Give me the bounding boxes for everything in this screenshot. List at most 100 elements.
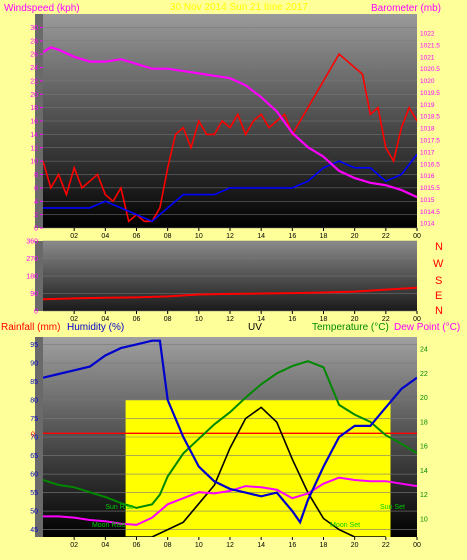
y-tick-label: 90: [30, 360, 38, 367]
x-tick-label: 22: [382, 542, 390, 549]
y-tick-label: 360: [26, 239, 38, 246]
wind-average-series-line: [43, 153, 417, 223]
y-tick-label: 28: [30, 38, 38, 45]
compass-labels: N W S E N: [433, 241, 444, 317]
y-tick-label: 30: [30, 25, 38, 32]
y-tick-label: 50: [30, 509, 38, 516]
uv-series-line: [120, 406, 386, 537]
x-tick-label: 12: [226, 233, 234, 240]
y-tick-label: 65: [30, 453, 38, 460]
y-tick-label: 2: [34, 212, 38, 219]
x-tick-label: 10: [195, 542, 203, 549]
climate-chart: 45 50 55 60 65 70 75 80 85 90 95 10 12 14 16 18 20 22 24 0 S…: [30, 339, 428, 549]
y2-tick-label: 1019: [420, 102, 435, 109]
x-tick-label: 10: [195, 316, 203, 323]
compass-label: S: [435, 275, 442, 287]
compass-label: W: [433, 258, 444, 270]
wind-barometer-chart: 02468101214161820222426283010141014.5101…: [30, 25, 440, 240]
rain-tick-label: 0: [31, 431, 35, 438]
x-tick-label: 08: [164, 233, 172, 240]
y-tick-label: 20: [30, 92, 38, 99]
y-tick-label: 26: [30, 52, 38, 59]
y2-tick-label: 16: [420, 444, 428, 451]
x-tick-label: 20: [351, 233, 359, 240]
y-tick-label: 6: [34, 185, 38, 192]
x-tick-label: 22: [382, 316, 390, 323]
y-tick-label: 18: [30, 105, 38, 112]
x-tick-label: 12: [226, 316, 234, 323]
x-tick-label: 18: [320, 542, 328, 549]
x-tick-label: 20: [351, 542, 359, 549]
x-tick-label: 02: [70, 542, 78, 549]
x-tick-label: 00: [413, 542, 421, 549]
y-tick-label: 10: [30, 159, 38, 166]
x-tick-label: 14: [257, 542, 265, 549]
dewpoint-series-line: [43, 476, 417, 526]
x-tick-label: 16: [288, 542, 296, 549]
y2-tick-label: 1016: [420, 173, 435, 180]
y2-tick-label: 1020: [420, 78, 435, 85]
y-tick-label: 55: [30, 490, 38, 497]
y-tick-label: 90: [30, 291, 38, 298]
y2-tick-label: 1021: [420, 54, 435, 61]
y2-tick-label: 22: [420, 371, 428, 378]
x-tick-label: 22: [382, 233, 390, 240]
y2-tick-label: 1015: [420, 197, 435, 204]
y-tick-label: 22: [30, 78, 38, 85]
y2-tick-label: 1014: [420, 221, 435, 228]
y2-tick-label: 14: [420, 468, 428, 475]
dewpoint-axis-title: Dew Point (°C): [394, 322, 460, 333]
x-tick-label: 04: [101, 233, 109, 240]
y-tick-label: 270: [26, 256, 38, 263]
y-tick-label: 0: [34, 226, 38, 233]
y2-tick-label: 1020.5: [420, 66, 440, 73]
y-tick-label: 4: [34, 199, 38, 206]
x-tick-label: 18: [320, 316, 328, 323]
x-tick-label: 14: [257, 316, 265, 323]
barometer-series-line: [43, 46, 417, 199]
y2-tick-label: 1017.5: [420, 138, 440, 145]
y2-tick-label: 18: [420, 419, 428, 426]
y-tick-label: 180: [26, 274, 38, 281]
x-tick-label: 06: [133, 233, 141, 240]
y2-tick-label: 1019.5: [420, 90, 440, 97]
sun-rise-label: Sun Rise: [105, 504, 134, 511]
y-tick-label: 95: [30, 342, 38, 349]
x-tick-label: 02: [70, 233, 78, 240]
compass-label: N: [435, 305, 443, 317]
x-tick-label: 18: [320, 233, 328, 240]
temperature-axis-title: Temperature (°C): [312, 322, 389, 333]
wind-direction-chart: 0 90 180 270 360 02 04 06 08 10 12 14 16 18 20 22 00: [26, 239, 421, 324]
y-tick-label: 0: [34, 309, 38, 316]
daylight-band: [125, 399, 391, 537]
y2-tick-label: 1021.5: [420, 42, 440, 49]
y2-tick-label: 20: [420, 395, 428, 402]
y2-tick-label: 1014.5: [420, 209, 440, 216]
compass-label: N: [435, 241, 443, 253]
y-tick-label: 8: [34, 172, 38, 179]
x-tick-label: 00: [413, 316, 421, 323]
barometer-axis-title: Barometer (mb): [371, 3, 441, 14]
humidity-axis-title: Humidity (%): [67, 322, 124, 333]
x-tick-label: 04: [101, 542, 109, 549]
temperature-series-line: [43, 360, 417, 509]
y2-tick-label: 1016.5: [420, 161, 440, 168]
x-tick-label: 10: [195, 233, 203, 240]
y2-tick-label: 1015.5: [420, 185, 440, 192]
x-tick-label: 12: [226, 542, 234, 549]
x-tick-label: 06: [133, 316, 141, 323]
x-tick-label: 00: [413, 233, 421, 240]
x-tick-label: 08: [164, 542, 172, 549]
uv-axis-title: UV: [248, 322, 262, 333]
y-tick-label: 85: [30, 379, 38, 386]
y-tick-label: 14: [30, 132, 38, 139]
y2-tick-label: 1022: [420, 31, 435, 38]
humidity-series-line: [43, 339, 417, 525]
moon-rise-label: Moon Rise: [92, 522, 126, 529]
y2-tick-label: 12: [420, 492, 428, 499]
x-tick-label: 14: [257, 233, 265, 240]
y-tick-label: 80: [30, 397, 38, 404]
y-tick-label: 45: [30, 527, 38, 534]
